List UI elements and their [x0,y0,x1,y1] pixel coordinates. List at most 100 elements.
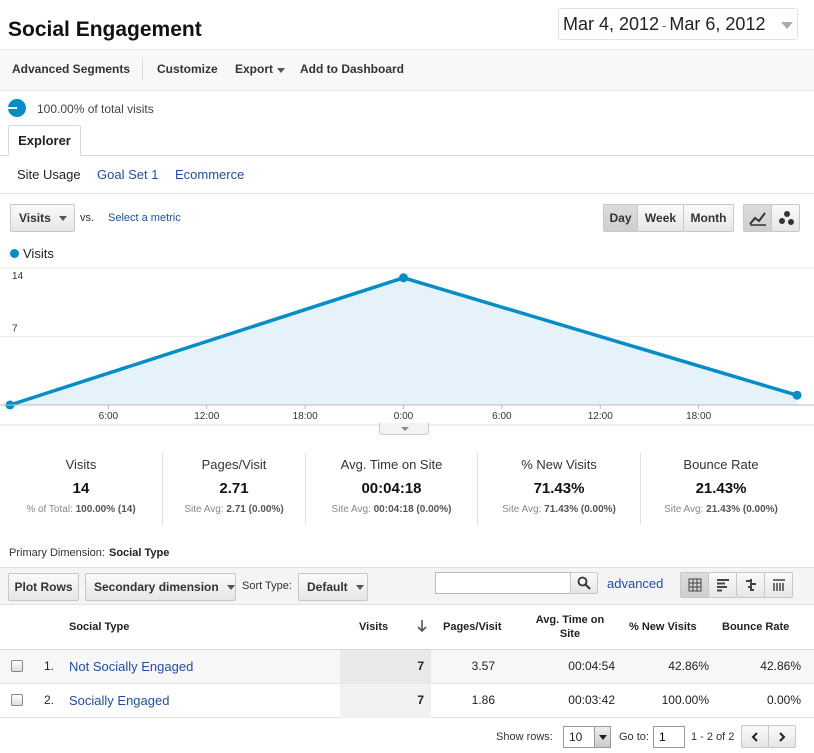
row-avg-time: 00:04:54 [568,659,615,673]
metric-sub: Site Avg: 21.43% (0.00%) [664,504,778,515]
percentage-view-button[interactable] [708,572,737,598]
date-range-start: Mar 4, 2012 [563,13,660,34]
table-header-row [0,605,814,650]
row-link-social-type[interactable]: Not Socially Engaged [69,659,194,674]
month-button[interactable]: Month [683,204,734,232]
sort-type-label: Sort Type: [242,580,292,592]
primary-dimension-label: Primary Dimension: [9,547,105,559]
toolbar [0,49,814,91]
metric-label: Visits [65,457,97,472]
legend-label: Visits [23,246,54,261]
chevron-right-icon [779,731,786,742]
select-metric-link[interactable]: Select a metric [108,212,181,224]
chevron-down-icon[interactable] [781,22,793,29]
pie-chart-icon [8,99,26,117]
x-tick-label: 6:00 [492,411,512,422]
x-tick-label: 6:00 [99,411,119,422]
search-icon [577,576,591,590]
metric-divider [477,453,478,525]
row-checkbox[interactable] [11,694,23,706]
row-index: 2. [44,693,55,707]
day-button[interactable]: Day [603,204,638,232]
metric-select[interactable]: Visits [10,204,75,232]
caret-down-icon [58,215,67,221]
dropdown-arrow-icon [594,727,610,747]
sort-type-value: Default [307,580,348,594]
week-button[interactable]: Week [637,204,684,232]
metric-divider [640,453,641,525]
tab-explorer[interactable]: Explorer [8,125,81,156]
row-visits: 7 [417,693,424,707]
sort-type-select[interactable]: Default [298,573,368,601]
row-bounce-rate: 42.86% [760,659,801,673]
table-search-input[interactable] [435,572,571,594]
subtab-site-usage[interactable]: Site Usage [17,167,81,182]
add-to-dashboard-button[interactable]: Add to Dashboard [300,62,404,76]
x-tick-label: 12:00 [194,411,219,422]
row-pages-visit: 3.57 [471,659,495,673]
pivot-view-button[interactable] [764,572,793,598]
row-new-visits: 100.00% [661,693,709,707]
metric-divider [162,453,163,525]
column-header-visits[interactable]: Visits [359,621,389,633]
bubble-chart-icon [778,211,794,225]
goto-page-input[interactable] [653,726,685,748]
subtab-ecommerce[interactable]: Ecommerce [175,167,245,182]
secondary-dimension-select[interactable]: Secondary dimension [85,573,236,601]
metric-label: Bounce Rate [683,457,759,472]
customize-button[interactable]: Customize [157,62,218,76]
sorted-column-shade [340,684,431,718]
column-header-bounce-rate[interactable]: Bounce Rate [722,621,790,633]
row-visits: 7 [417,659,424,673]
line-chart-button[interactable] [743,204,772,232]
column-header-new-visits[interactable]: % New Visits [629,621,697,633]
comparison-icon [745,579,756,591]
column-header-avg-time[interactable]: Avg. Time on Site [535,614,605,640]
metric-sub: Site Avg: 71.43% (0.00%) [502,504,616,515]
comparison-view-button[interactable] [736,572,765,598]
data-point [399,273,408,283]
row-index: 1. [44,659,55,673]
metric-value: 71.43% [533,480,585,497]
data-point [792,390,802,400]
sort-descending-icon[interactable] [416,619,428,633]
metric-card-bounce-rate: Bounce Rate 21.43% Site Avg: 21.43% (0.0… [641,453,801,525]
subtab-goal-set-1[interactable]: Goal Set 1 [97,167,159,182]
date-range-picker[interactable]: Mar 4, 2012 - Mar 6, 2012 [558,8,798,40]
next-page-button[interactable] [768,725,796,748]
secondary-dimension-label: Secondary dimension [94,580,219,594]
advanced-segments-button[interactable]: Advanced Segments [12,62,131,76]
metric-sub: Site Avg: 00:04:18 (0.00%) [331,504,452,515]
show-rows-value: 10 [569,730,583,744]
row-checkbox[interactable] [11,660,23,672]
table-view-button[interactable] [680,572,709,598]
export-label: Export [235,62,274,76]
date-range-separator: - [662,18,667,33]
metric-value: 2.71 [219,480,249,497]
metric-label: % New Visits [521,457,597,472]
show-rows-select[interactable]: 10 [563,726,611,748]
sorted-column-shade [340,650,431,684]
metric-value: 14 [72,480,90,497]
chart-resize-handle[interactable] [379,423,429,435]
search-button[interactable] [570,572,598,594]
metric-select-value: Visits [19,211,51,225]
motion-chart-button[interactable] [771,204,800,232]
show-rows-label: Show rows: [496,731,553,743]
metric-label: Pages/Visit [201,457,267,472]
y-tick-label: 14 [12,271,24,282]
export-button[interactable]: Export [235,62,286,76]
chevron-left-icon [751,731,758,742]
column-header-pages-visit[interactable]: Pages/Visit [443,621,502,633]
advanced-filter-link[interactable]: advanced [607,576,664,591]
plot-rows-button[interactable]: Plot Rows [8,573,79,601]
metric-sub: % of Total: 100.00% (14) [26,504,136,515]
caret-down-icon [277,68,286,73]
area-fill [10,277,797,405]
prev-page-button[interactable] [741,725,769,748]
row-bounce-rate: 0.00% [766,693,801,707]
primary-dimension-value[interactable]: Social Type [109,547,170,559]
column-header-social-type[interactable]: Social Type [69,621,130,633]
table-grid-icon [688,578,701,592]
row-link-social-type[interactable]: Socially Engaged [69,693,170,708]
